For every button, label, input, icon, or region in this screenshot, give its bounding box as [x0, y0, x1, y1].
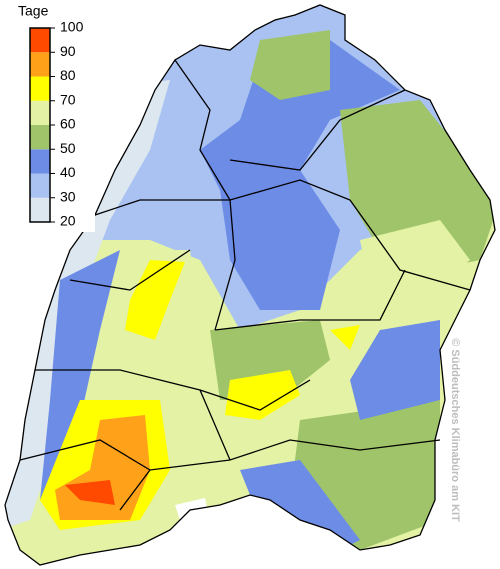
legend-tick-label: 50 [60, 140, 76, 156]
map-region [65, 480, 115, 505]
legend-band [30, 149, 50, 174]
region-borders [19, 59, 471, 511]
map-region [250, 30, 330, 100]
legend-band [30, 100, 50, 125]
legend-band [30, 197, 50, 222]
legend-band [30, 52, 50, 77]
legend-tick-label: 90 [60, 43, 76, 59]
map-region [360, 220, 470, 300]
legend: Tage 20 30 40 50 60 70 80 90 100 [3, 2, 95, 232]
legend-tick-label: 60 [60, 116, 76, 132]
map-region [200, 40, 400, 310]
credit: © Süddeutsches Klimabüro am KIT [449, 338, 461, 522]
map-region [330, 325, 360, 350]
legend-tick-label: 20 [60, 213, 76, 229]
map-region [290, 400, 440, 550]
map-region [125, 260, 185, 340]
map-region [350, 320, 440, 420]
legend-tick-label: 30 [60, 188, 76, 204]
legend-band [30, 28, 50, 53]
legend-tick-label: 40 [60, 164, 76, 180]
legend-title: Tage [18, 3, 49, 19]
legend-tick-label: 100 [60, 19, 84, 35]
map-region [225, 370, 300, 420]
map-region [40, 250, 120, 500]
legend-tick-label: 80 [60, 67, 76, 83]
legend-tick-label: 70 [60, 91, 76, 107]
legend-band [30, 125, 50, 150]
legend-band [30, 173, 50, 198]
legend-band [30, 76, 50, 101]
map-region [340, 100, 495, 270]
